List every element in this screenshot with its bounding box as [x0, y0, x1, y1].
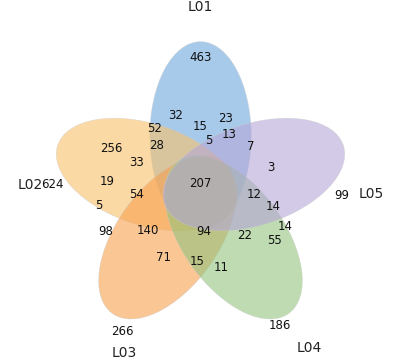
Text: L04: L04	[296, 341, 322, 355]
Text: 207: 207	[189, 177, 212, 190]
Text: L03: L03	[112, 346, 137, 360]
Text: 463: 463	[189, 51, 212, 64]
Text: 15: 15	[190, 255, 205, 268]
Text: 55: 55	[267, 234, 282, 247]
Text: 52: 52	[147, 122, 162, 135]
Text: 13: 13	[221, 128, 236, 141]
Text: L05: L05	[359, 187, 384, 201]
Text: L01: L01	[188, 0, 213, 14]
Text: 186: 186	[269, 319, 292, 332]
Text: 5: 5	[205, 134, 213, 147]
Text: 99: 99	[334, 189, 349, 202]
Ellipse shape	[165, 156, 302, 319]
Text: 5: 5	[95, 199, 103, 212]
Text: 11: 11	[214, 261, 229, 274]
Text: 28: 28	[150, 139, 164, 152]
Text: 140: 140	[137, 224, 159, 237]
Text: 22: 22	[237, 229, 252, 242]
Text: 3: 3	[267, 161, 274, 174]
Ellipse shape	[56, 118, 238, 231]
Ellipse shape	[150, 42, 251, 230]
Text: 33: 33	[129, 156, 144, 169]
Text: 14: 14	[265, 200, 280, 213]
Text: 15: 15	[193, 120, 208, 133]
Text: 32: 32	[168, 109, 183, 122]
Text: 54: 54	[129, 188, 144, 201]
Text: 23: 23	[218, 112, 233, 125]
Text: 12: 12	[247, 188, 261, 201]
Text: L02: L02	[18, 178, 43, 191]
Ellipse shape	[99, 156, 236, 319]
Text: 266: 266	[111, 325, 134, 338]
Text: 71: 71	[156, 251, 171, 264]
Ellipse shape	[163, 118, 345, 231]
Text: 256: 256	[101, 142, 123, 155]
Text: 19: 19	[100, 175, 115, 188]
Text: 7: 7	[247, 140, 254, 153]
Text: 94: 94	[196, 225, 211, 238]
Text: 98: 98	[98, 225, 113, 238]
Text: 624: 624	[41, 178, 63, 191]
Text: 14: 14	[277, 220, 292, 233]
